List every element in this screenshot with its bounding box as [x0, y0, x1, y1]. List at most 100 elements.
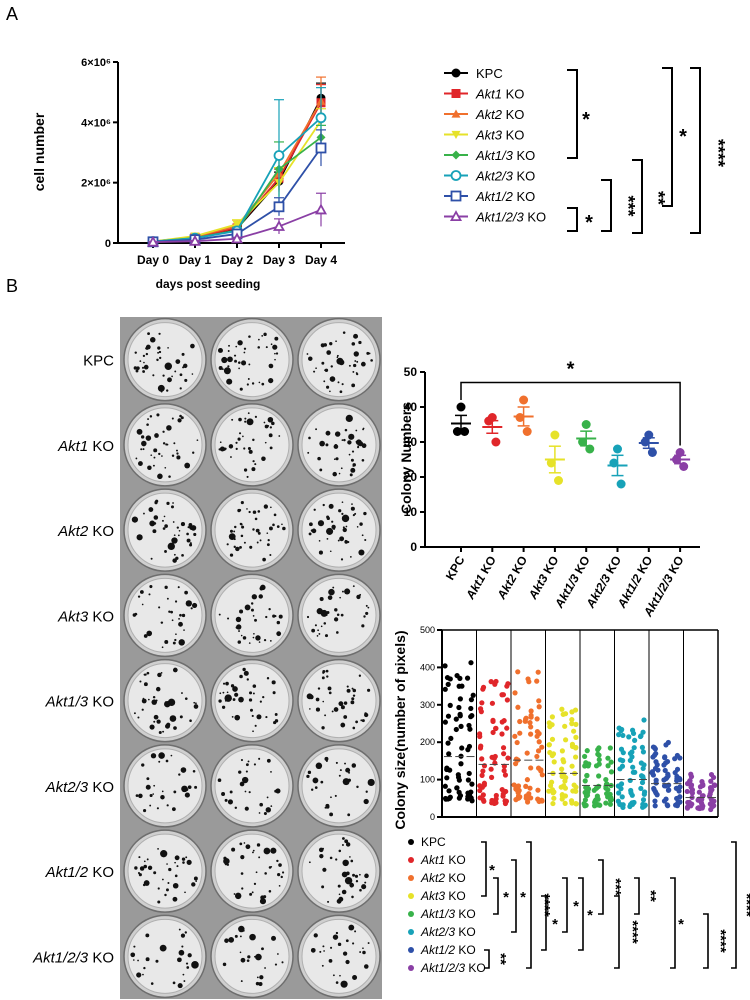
plate-colony [252, 849, 255, 852]
plate-colony [153, 522, 157, 525]
plate-colony [162, 430, 165, 433]
plate-colony [160, 850, 168, 858]
plate-colony [226, 378, 233, 385]
colsize-point [661, 783, 668, 789]
plate-colony [180, 933, 186, 938]
plate-colony [315, 707, 320, 712]
colsize-point [650, 772, 656, 778]
plate-colony [310, 788, 314, 791]
growth-series-7 [146, 192, 328, 247]
plate-colony [174, 370, 177, 373]
colsize-point [592, 799, 598, 805]
colsize-point [571, 782, 577, 788]
plate-colony [174, 874, 178, 878]
plate-colony [172, 882, 179, 889]
plate-colony [223, 857, 230, 865]
plate-colony [161, 646, 164, 649]
plate-colony [233, 545, 236, 549]
plate-colony [339, 536, 345, 542]
plate-row-label-5-gene: Akt2/3 [45, 779, 89, 796]
plate-colony [177, 586, 180, 589]
colsize-point [479, 700, 485, 706]
plate-colony [133, 712, 136, 715]
plate-colony [221, 705, 226, 709]
plate-colony [135, 457, 138, 460]
plate-colony [365, 790, 368, 793]
plate-colony [265, 807, 271, 813]
sig-b-2: * [520, 889, 526, 906]
plate-colony [240, 957, 246, 963]
colsize-point [563, 737, 569, 743]
plate-colony [160, 794, 165, 800]
colsize-point [584, 773, 590, 779]
colsize-point [444, 775, 450, 781]
plate-colony [252, 684, 257, 688]
plate-colony [252, 460, 255, 463]
plate-colony [141, 708, 144, 711]
plate-colony [168, 610, 171, 613]
colsize-point [661, 762, 667, 768]
plate-colony [355, 720, 359, 724]
plate-colony [282, 526, 286, 531]
plate-colony [255, 981, 260, 986]
plate-colony [229, 553, 234, 557]
colsize-point [549, 736, 556, 742]
sig-b-5: * [573, 898, 579, 915]
plate-colony [157, 384, 165, 392]
colsize-point [536, 798, 542, 805]
plate-colony [332, 586, 335, 589]
colsize-point [708, 778, 714, 784]
colony-plate-photo [120, 317, 382, 999]
plate-colony [263, 812, 267, 816]
plate-colony [338, 849, 342, 853]
plate-well [123, 914, 207, 999]
plate-colony [335, 340, 337, 343]
plate-colony [180, 522, 186, 527]
plate-colony [192, 451, 195, 454]
colnum-point [613, 444, 622, 454]
plate-colony [345, 414, 353, 423]
plate-colony [189, 543, 193, 547]
plate-colony [191, 961, 199, 969]
plate-colony [344, 839, 349, 844]
plate-well [123, 829, 207, 913]
plate-colony [149, 337, 156, 343]
plate-well-inner [301, 663, 377, 739]
plate-colony [345, 525, 348, 528]
plate-colony [267, 416, 274, 423]
plate-colony [152, 374, 155, 377]
legend-a-label-0-suffix: KPC [476, 66, 503, 81]
plate-colony [235, 441, 238, 444]
plate-colony [278, 614, 283, 619]
plate-colony [347, 813, 351, 817]
plate-colony [166, 501, 170, 506]
plate-colony [323, 950, 325, 952]
colsize-point [504, 697, 510, 703]
plate-colony [276, 631, 282, 637]
colnum-point [585, 444, 595, 454]
plate-colony [337, 539, 340, 542]
plate-colony [336, 613, 340, 617]
colnum-point [554, 476, 563, 485]
colsize-point [696, 805, 703, 812]
legend-b-label-5-suffix: KO [455, 925, 476, 939]
colsize-point [480, 797, 486, 803]
plate-colony [258, 338, 260, 341]
plate-colony [187, 953, 192, 958]
colnum-point [515, 413, 525, 422]
colsize-point [500, 745, 507, 751]
plate-colony [258, 381, 261, 384]
colsize-point [582, 778, 588, 784]
bracket-b [493, 877, 499, 915]
plate-colony [358, 549, 365, 556]
plate-colony [148, 593, 151, 596]
plate-colony [352, 465, 355, 467]
plate-colony [143, 512, 145, 515]
plate-colony [153, 448, 158, 453]
plate-colony [253, 882, 257, 885]
plate-colony [331, 520, 334, 523]
colsize-point [663, 796, 669, 802]
plate-colony [228, 533, 236, 541]
plate-colony [276, 859, 279, 863]
